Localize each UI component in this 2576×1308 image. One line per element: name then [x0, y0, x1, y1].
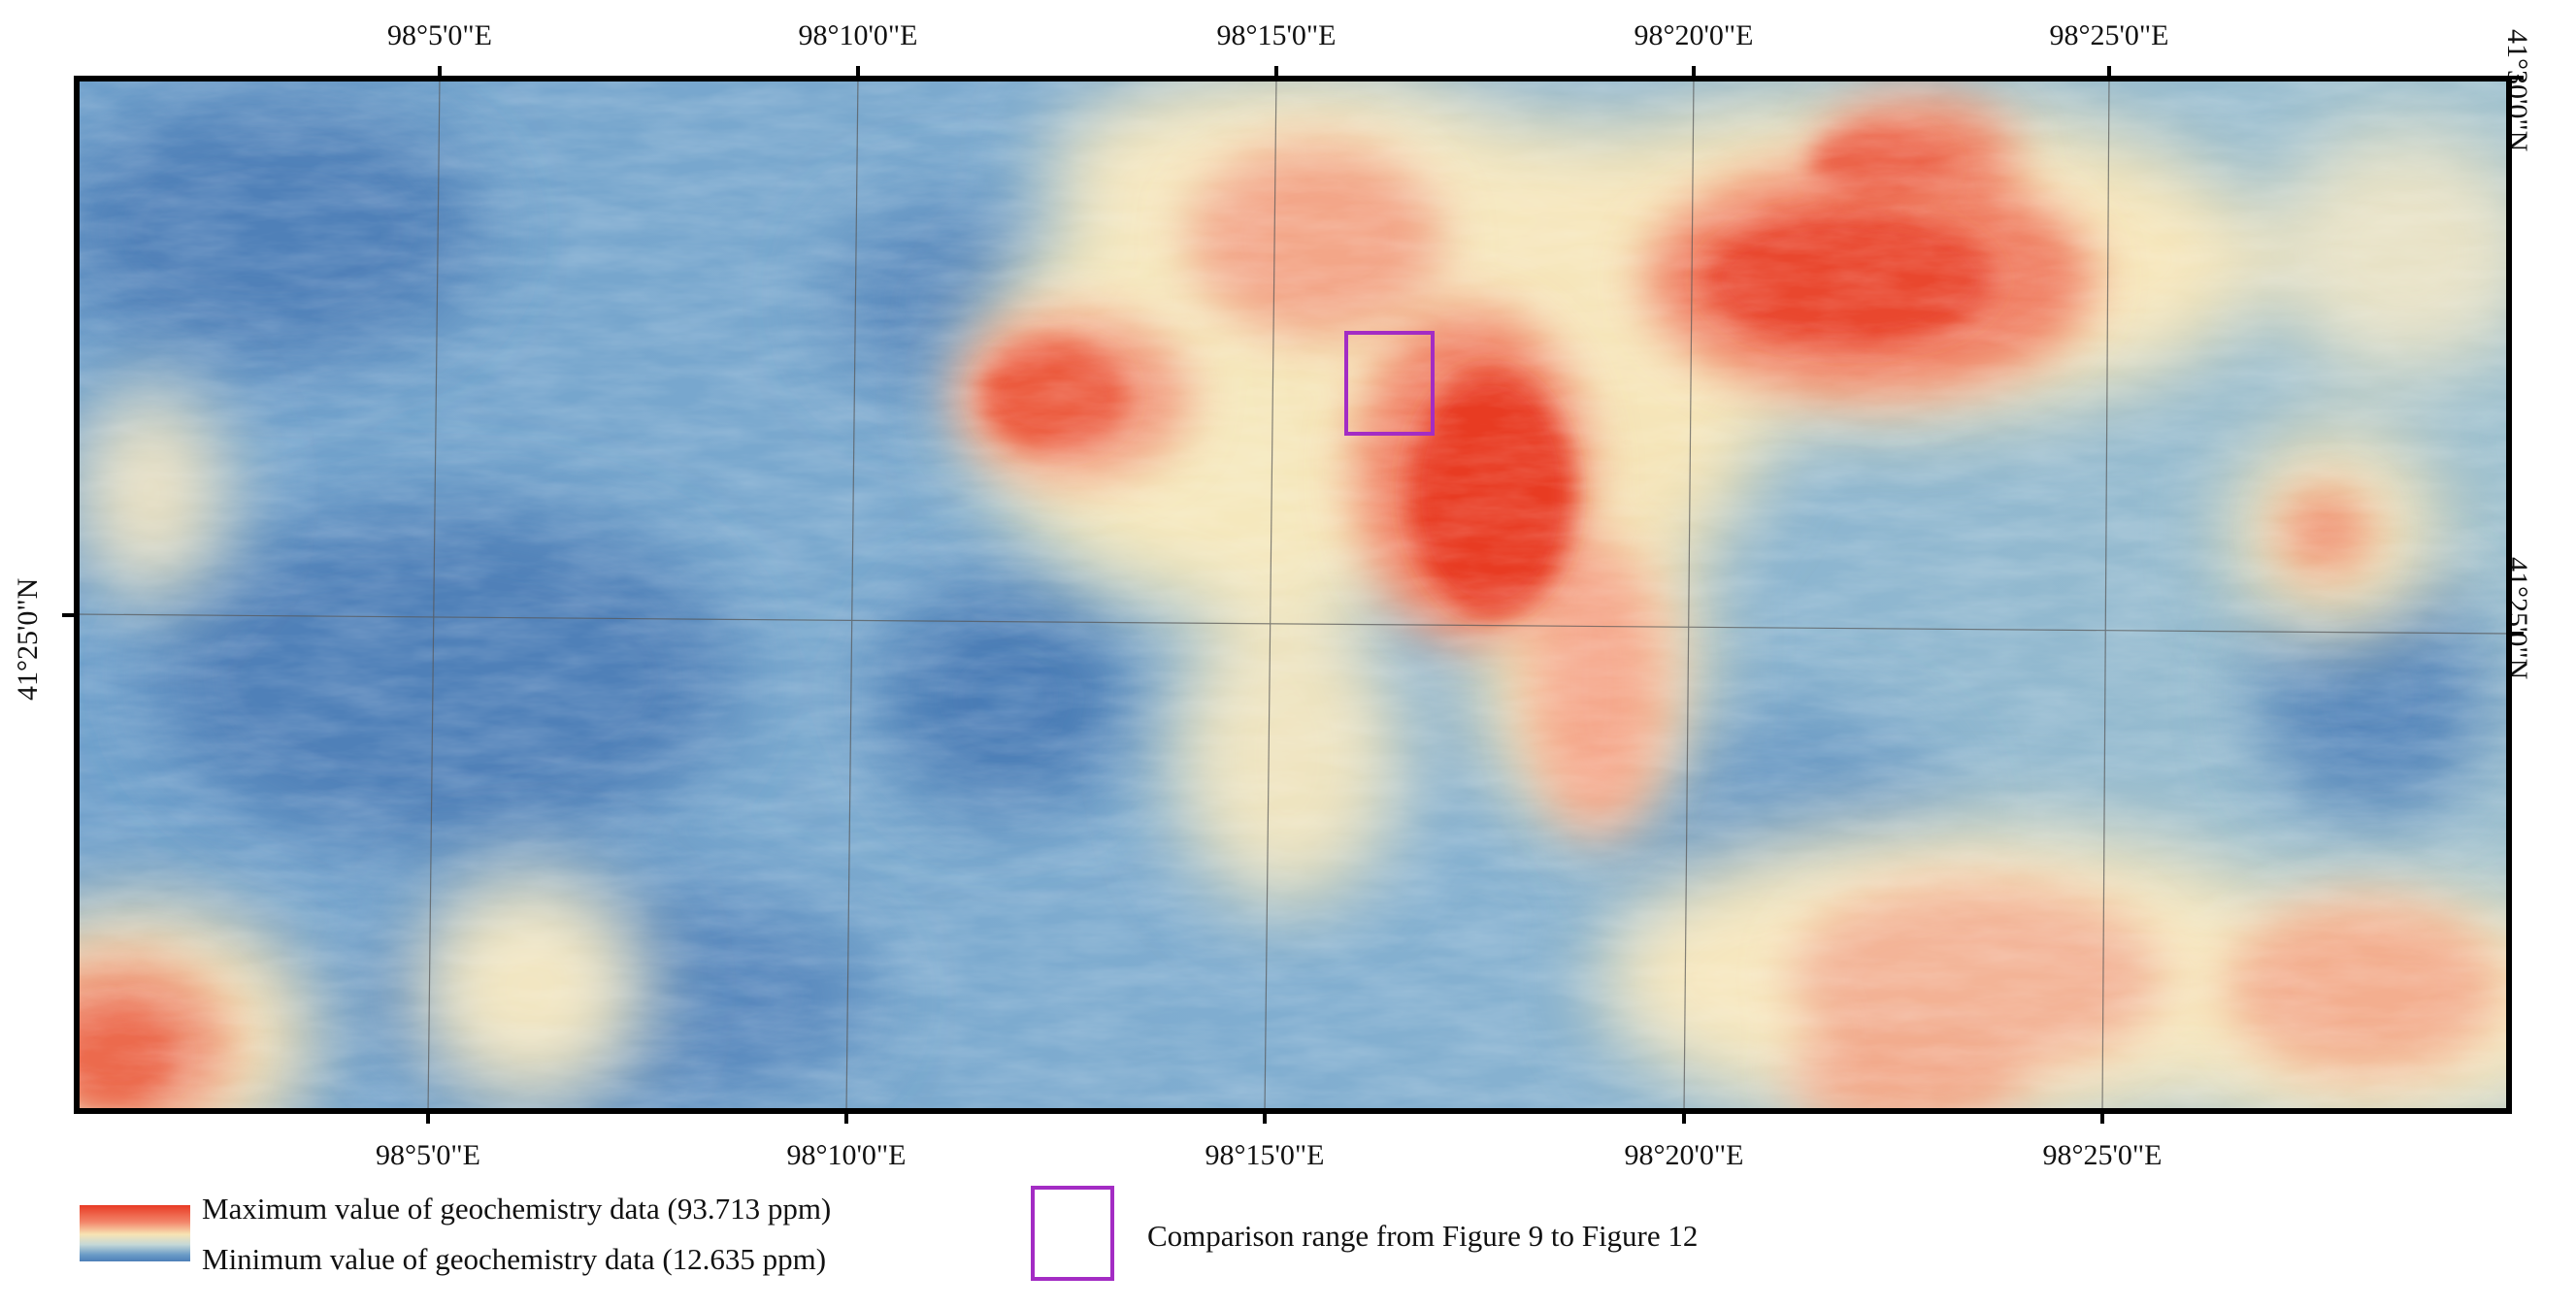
graticule	[74, 76, 2512, 1114]
geochemistry-map	[74, 76, 2512, 1114]
bottom-longitude-label-98-5: 98°5'0"E	[376, 1139, 480, 1171]
top-longitude-label-98-15: 98°15'0"E	[1216, 19, 1337, 51]
top-longitude-label-98-10: 98°10'0"E	[798, 19, 918, 51]
top-longitude-label-98-5: 98°5'0"E	[387, 19, 492, 51]
map-frame	[74, 76, 2512, 1114]
bottom-longitude-label-98-10: 98°10'0"E	[786, 1139, 907, 1171]
comparison-range-box	[1344, 331, 1435, 436]
legend-min-label: Minimum value of geochemistry data (12.6…	[202, 1242, 827, 1276]
bottom-longitude-label-98-15: 98°15'0"E	[1205, 1139, 1325, 1171]
legend-comparison-box	[1031, 1186, 1114, 1281]
bottom-longitude-label-98-20: 98°20'0"E	[1624, 1139, 1744, 1171]
bottom-longitude-label-98-25: 98°25'0"E	[2042, 1139, 2163, 1171]
color-ramp-legend	[80, 1205, 190, 1261]
legend-comparison-label: Comparison range from Figure 9 to Figure…	[1147, 1219, 1699, 1253]
legend-max-label: Maximum value of geochemistry data (93.7…	[202, 1192, 832, 1226]
top-longitude-label-98-20: 98°20'0"E	[1634, 19, 1754, 51]
top-longitude-label-98-25: 98°25'0"E	[2049, 19, 2169, 51]
